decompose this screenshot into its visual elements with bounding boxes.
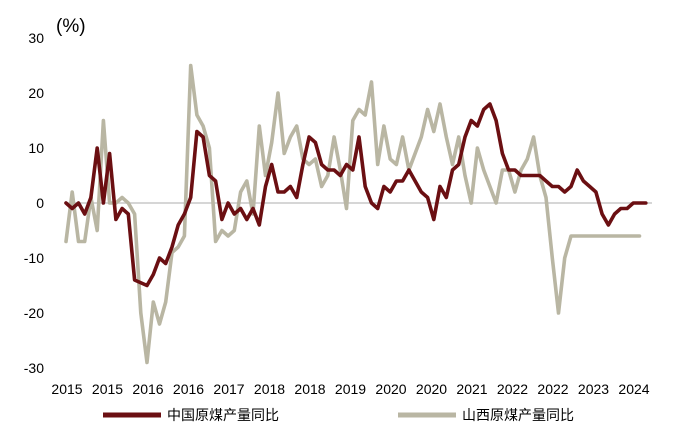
x-tick-label: 2020 — [375, 381, 406, 397]
x-tick-label: 2016 — [132, 381, 163, 397]
y-tick-label: -10 — [24, 250, 44, 266]
series-line-2 — [64, 63, 642, 365]
y-tick-label: 20 — [28, 85, 44, 101]
y-tick-label: 0 — [36, 195, 44, 211]
y-axis-ticks: 30 20 10 0 -10 -20 -30 — [24, 30, 44, 376]
x-tick-label: 2018 — [294, 381, 325, 397]
x-tick-label: 2015 — [92, 381, 123, 397]
x-tick-label: 2023 — [578, 381, 609, 397]
y-tick-label: 30 — [28, 30, 44, 46]
legend: 中国原煤产量同比 山西原煤产量同比 — [103, 408, 574, 424]
y-tick-label: -30 — [24, 360, 44, 376]
x-tick-label: 2017 — [213, 381, 244, 397]
x-tick-label: 2022 — [497, 381, 528, 397]
x-tick-label: 2024 — [618, 381, 649, 397]
y-tick-label: 10 — [28, 140, 44, 156]
x-tick-label: 2015 — [51, 381, 82, 397]
x-tick-label: 2018 — [254, 381, 285, 397]
x-tick-label: 2020 — [416, 381, 447, 397]
x-tick-label: 2016 — [173, 381, 204, 397]
x-axis-ticks: 2015 2015 2016 2016 2017 2018 2018 2019 2020 2020… — [51, 381, 649, 397]
series-lines — [64, 63, 648, 365]
x-tick-label: 2022 — [537, 381, 568, 397]
legend-label: 中国原煤产量同比 — [167, 408, 279, 424]
series-line-1 — [64, 102, 648, 288]
legend-label: 山西原煤产量同比 — [462, 408, 574, 424]
unit-label: (%) — [56, 16, 86, 37]
x-tick-label: 2021 — [456, 381, 487, 397]
x-tick-label: 2019 — [335, 381, 366, 397]
y-tick-label: -20 — [24, 305, 44, 321]
